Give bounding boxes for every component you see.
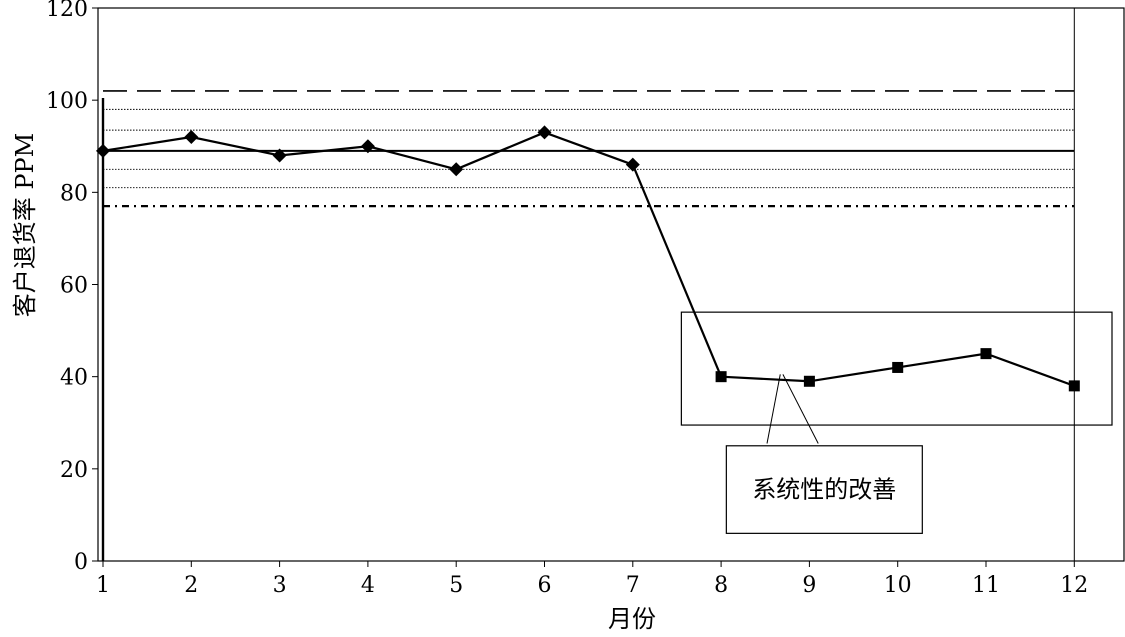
y-tick-label-80: 80	[60, 181, 88, 206]
x-axis-title: 月份	[608, 605, 656, 632]
x-tick-label-5: 5	[449, 573, 463, 598]
series-1-point-7	[625, 157, 640, 172]
series-1-point-6	[537, 125, 552, 140]
x-tick-label-10: 10	[884, 573, 912, 598]
series-1-point-5	[449, 162, 464, 177]
series-2-point-2	[803, 375, 815, 387]
x-tick-label-11: 11	[972, 573, 1000, 598]
y-tick-label-20: 20	[60, 458, 88, 483]
y-tick-label-120: 120	[46, 0, 88, 22]
series-2-point-1	[715, 371, 727, 383]
series-1-point-4	[360, 139, 375, 154]
y-tick-label-100: 100	[46, 89, 88, 114]
x-tick-label-6: 6	[538, 573, 552, 598]
x-tick-label-12: 12	[1060, 573, 1088, 598]
y-tick-label-60: 60	[60, 274, 88, 299]
x-tick-label-4: 4	[361, 573, 375, 598]
annotation-label: 系统性的改善	[752, 476, 896, 504]
x-tick-label-8: 8	[714, 573, 728, 598]
series-2-point-5	[1068, 380, 1080, 392]
x-tick-label-3: 3	[273, 573, 287, 598]
annotation-label-box	[725, 445, 923, 534]
series-2-point-4	[980, 348, 992, 360]
series-2-point-3	[892, 361, 904, 373]
annotation-pointer-1	[766, 374, 781, 444]
x-tick-label-9: 9	[802, 573, 816, 598]
y-tick-label-0: 0	[74, 550, 88, 575]
x-tick-label-7: 7	[626, 573, 640, 598]
y-tick-label-40: 40	[60, 366, 88, 391]
series-1-point-2	[184, 130, 199, 145]
series-connector-line	[631, 164, 723, 378]
annotation-pointer-2	[782, 374, 819, 444]
series-1-point-1	[96, 143, 110, 158]
x-tick-label-2: 2	[184, 573, 198, 598]
y-axis-title: 客户退货率 PPM	[11, 133, 39, 318]
series-1-point-3	[272, 148, 287, 163]
x-tick-label-1: 1	[96, 573, 110, 598]
annotation-box	[680, 311, 1113, 426]
